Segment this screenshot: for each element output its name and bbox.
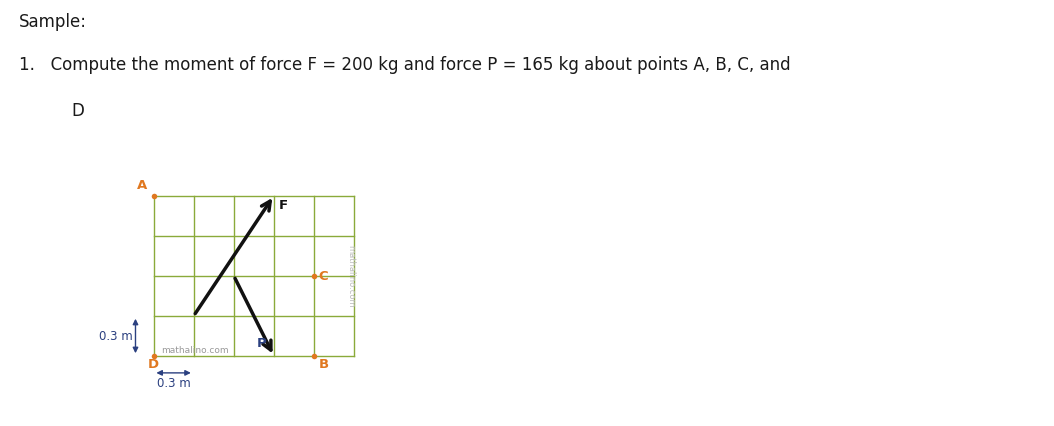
Text: D: D [148,357,159,370]
Text: A: A [137,178,148,191]
Text: 0.3 m: 0.3 m [157,376,191,389]
Text: F: F [278,198,288,211]
Text: mathalino.com: mathalino.com [161,345,229,354]
Text: 1.   Compute the moment of force F = 200 kg and force P = 165 kg about points A,: 1. Compute the moment of force F = 200 k… [19,55,790,73]
Text: mathalino.com: mathalino.com [347,245,355,308]
Text: Sample:: Sample: [19,13,87,31]
Text: P: P [257,336,267,349]
Text: C: C [318,270,329,282]
Text: D: D [72,102,84,120]
Text: B: B [318,357,329,370]
Text: 0.3 m: 0.3 m [99,330,133,343]
